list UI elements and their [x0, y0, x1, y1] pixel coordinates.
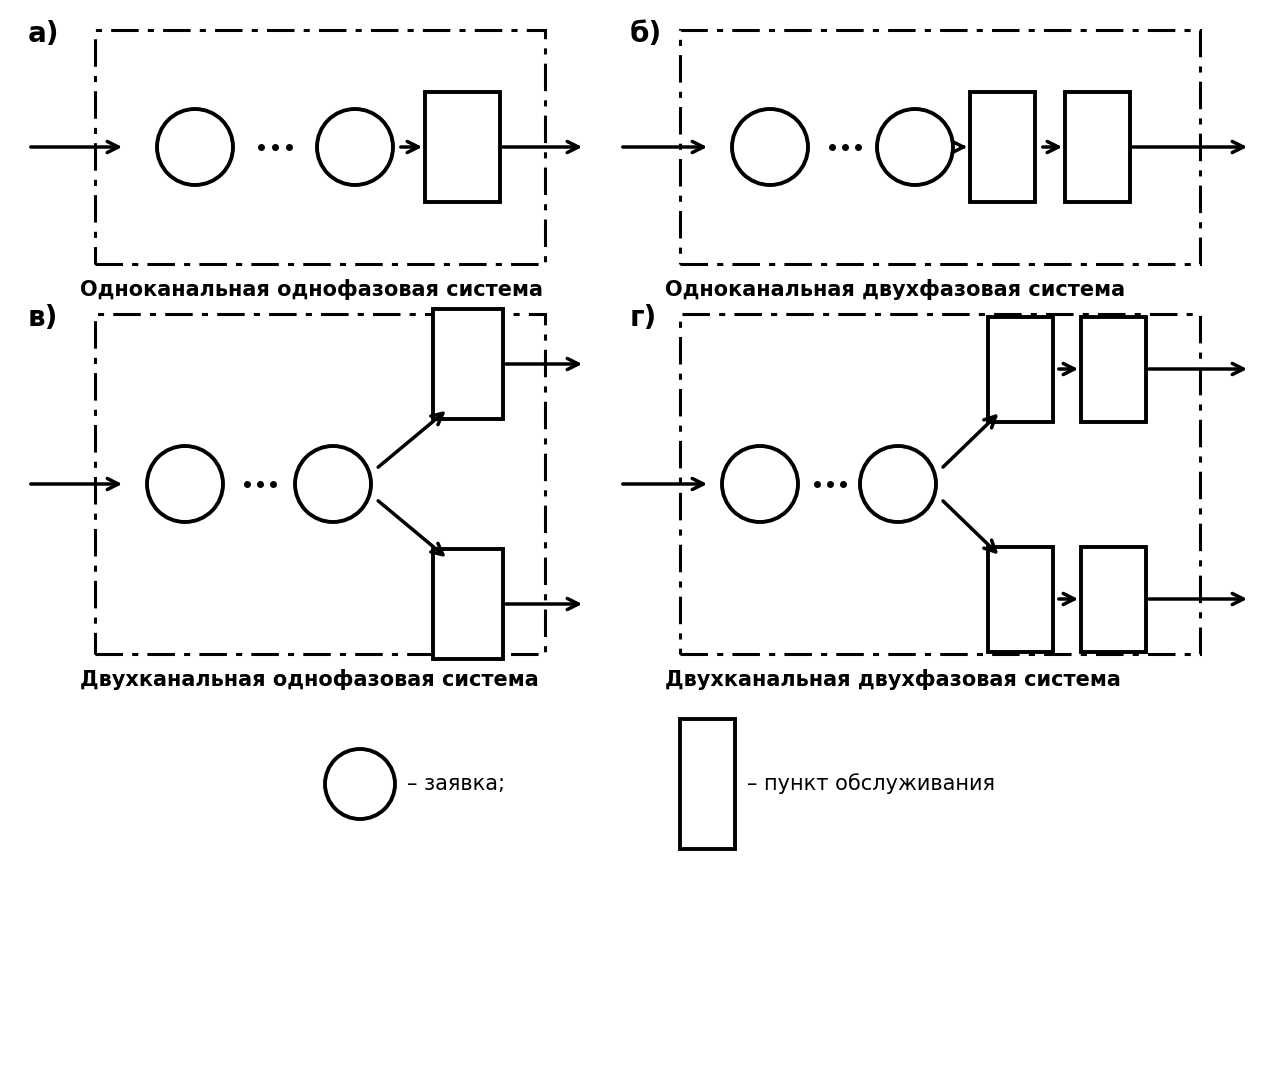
Bar	[681, 314, 1199, 654]
Text: – заявка;: – заявка;	[407, 774, 505, 793]
Bar	[1081, 317, 1146, 422]
Text: Одноканальная однофазовая система: Одноканальная однофазовая система	[80, 279, 543, 300]
Bar	[971, 92, 1035, 202]
Circle shape	[326, 749, 396, 820]
Bar	[425, 92, 500, 202]
Text: а): а)	[28, 20, 60, 48]
Circle shape	[876, 109, 953, 185]
Bar	[1081, 546, 1146, 651]
Text: – пункт обслуживания: – пункт обслуживания	[747, 774, 995, 795]
Circle shape	[156, 109, 233, 185]
Bar	[432, 549, 502, 659]
Text: Двухканальная двухфазовая система: Двухканальная двухфазовая система	[665, 669, 1121, 691]
Bar	[95, 30, 544, 264]
Circle shape	[731, 109, 808, 185]
Circle shape	[295, 446, 371, 522]
Text: в): в)	[28, 304, 59, 332]
Circle shape	[148, 446, 223, 522]
Circle shape	[317, 109, 393, 185]
Text: б): б)	[630, 20, 663, 48]
Bar	[432, 309, 502, 420]
Circle shape	[722, 446, 798, 522]
Bar	[95, 314, 544, 654]
Circle shape	[860, 446, 936, 522]
Bar	[988, 546, 1053, 651]
Bar	[681, 719, 735, 849]
Text: Одноканальная двухфазовая система: Одноканальная двухфазовая система	[665, 279, 1126, 300]
Text: Двухканальная однофазовая система: Двухканальная однофазовая система	[80, 669, 539, 691]
Text: г): г)	[630, 304, 658, 332]
Bar	[988, 317, 1053, 422]
Bar	[681, 30, 1199, 264]
Bar	[1065, 92, 1130, 202]
